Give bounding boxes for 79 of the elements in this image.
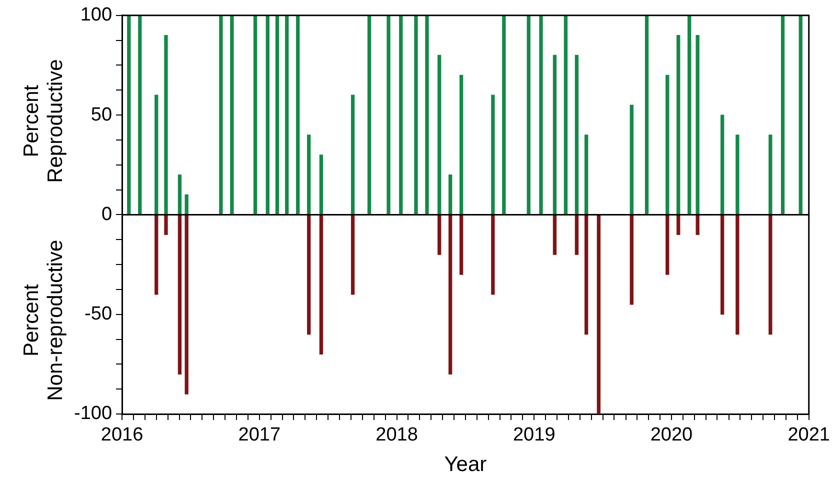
- bar: [720, 114, 724, 215]
- bar: [184, 214, 188, 394]
- bar: [736, 134, 740, 215]
- bar: [696, 214, 700, 235]
- bar: [768, 134, 772, 215]
- bar: [780, 15, 785, 215]
- bar: [574, 54, 579, 215]
- y-tick-label: -100: [74, 403, 112, 424]
- bar: [526, 15, 530, 215]
- bar: [630, 214, 634, 305]
- bar: [138, 15, 142, 215]
- bar: [630, 104, 634, 215]
- bar: [367, 15, 372, 215]
- bar: [350, 214, 355, 295]
- bar: [459, 74, 464, 215]
- bar: [688, 15, 692, 215]
- y-tick-label: 100: [80, 4, 112, 26]
- bar: [275, 15, 280, 215]
- bar: [448, 174, 452, 215]
- bar: [266, 15, 270, 215]
- bar: [644, 15, 649, 215]
- bar: [798, 15, 802, 215]
- x-tick-label: 2018: [376, 424, 418, 446]
- bar: [154, 94, 158, 215]
- bar: [666, 74, 670, 215]
- bar: [584, 214, 588, 335]
- bar: [736, 214, 740, 335]
- bar: [319, 154, 324, 215]
- bar: [219, 15, 223, 215]
- bar: [491, 94, 495, 215]
- bar: [564, 15, 568, 215]
- text: Percent Non-reproductive: [20, 240, 67, 401]
- bar: [178, 214, 182, 374]
- bar: [164, 214, 168, 235]
- x-tick-label: 2020: [650, 424, 693, 446]
- bar: [768, 214, 772, 335]
- bar: [720, 214, 724, 315]
- bar: [491, 214, 495, 295]
- bar: [127, 15, 131, 215]
- bar: [184, 194, 188, 215]
- y-tick-label: -50: [84, 304, 112, 325]
- bar: [164, 35, 168, 215]
- bar: [574, 214, 579, 255]
- x-tick-label: 2019: [512, 424, 556, 446]
- bar: [676, 35, 680, 215]
- bar: [676, 214, 680, 235]
- bar: [696, 35, 700, 215]
- x-tick-label: 2016: [100, 424, 144, 446]
- bar: [253, 15, 258, 215]
- bar: [285, 15, 289, 215]
- x-tick-label: 2021: [788, 424, 830, 446]
- y-axis-title: Percent Reproductive: [20, 59, 67, 183]
- bar: [438, 54, 442, 215]
- x-tick-label: 2017: [238, 424, 281, 446]
- bar: [596, 214, 601, 414]
- bar: [154, 214, 158, 295]
- bar: [399, 15, 403, 215]
- y-tick-label: 50: [90, 104, 112, 126]
- bar: [178, 174, 182, 215]
- bar: [414, 15, 418, 215]
- bar: [307, 214, 311, 335]
- bar: [350, 94, 355, 215]
- bar: [666, 214, 670, 275]
- bar: [438, 214, 442, 255]
- bar: [296, 15, 300, 215]
- bar: [307, 134, 311, 215]
- bar: [319, 214, 324, 355]
- bar: [425, 15, 429, 215]
- bar: [448, 214, 452, 374]
- y-tick-label: 0: [101, 204, 112, 225]
- bar: [552, 54, 557, 215]
- bar: [539, 15, 543, 215]
- bar: [552, 214, 557, 255]
- x-axis-title: Year: [444, 453, 487, 476]
- bar: [386, 15, 390, 215]
- bar: [584, 134, 588, 215]
- bar: [230, 15, 234, 215]
- bar: [502, 15, 506, 215]
- bar: [459, 214, 464, 275]
